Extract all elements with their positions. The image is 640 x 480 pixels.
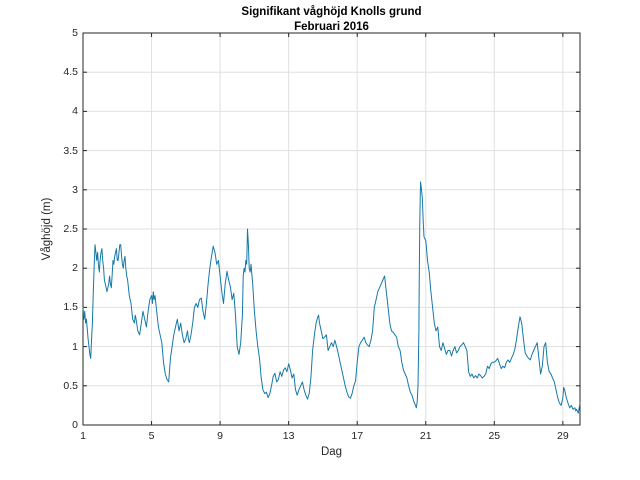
x-tick-label: 21 [419, 430, 432, 442]
x-tick-label: 9 [217, 430, 224, 442]
x-tick-label: 1 [80, 430, 86, 442]
x-tick-label: 17 [351, 430, 364, 442]
y-tick-label: 2.5 [63, 223, 78, 235]
chart-subtitle: Februari 2016 [294, 21, 369, 33]
y-tick-label: 0.5 [63, 379, 78, 392]
y-tick-label: 2 [72, 262, 78, 275]
y-tick-label: 3 [72, 183, 78, 196]
y-tick-label: 5 [72, 27, 78, 39]
y-tick-label: 3.5 [63, 144, 78, 157]
chart-title: Signifikant våghöjd Knolls grund [241, 6, 422, 18]
y-tick-label: 4 [72, 105, 78, 118]
x-axis-label: Dag [320, 446, 343, 458]
y-tick-label: 4.5 [63, 66, 78, 79]
x-tick-label: 29 [557, 430, 569, 442]
x-tick-label: 25 [488, 430, 501, 442]
y-tick-label: 0 [72, 419, 78, 431]
x-tick-label: 5 [148, 430, 155, 442]
chart-title-block: Signifikant våghöjd Knolls grund Februar… [83, 5, 580, 35]
x-tick-label: 13 [282, 430, 295, 442]
y-tick-label: 1.5 [63, 301, 78, 314]
y-tick-label: 1 [72, 340, 78, 353]
data-line-wave-height [82, 181, 581, 414]
